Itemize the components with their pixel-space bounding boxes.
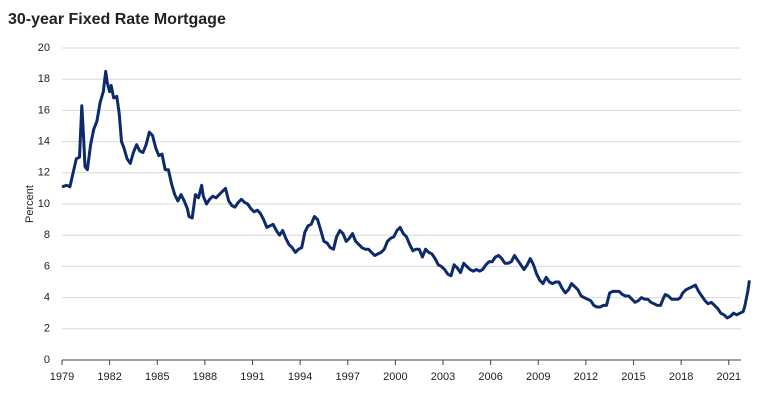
y-tick-label: 6 — [44, 260, 50, 272]
x-tick-label: 1997 — [336, 371, 360, 383]
x-tick-label: 2015 — [621, 371, 645, 383]
x-tick-label: 2018 — [669, 371, 693, 383]
y-tick-label: 18 — [38, 73, 50, 85]
y-tick-label: 14 — [38, 136, 50, 148]
x-tick-label: 1988 — [193, 371, 217, 383]
x-tick-label: 2000 — [383, 371, 407, 383]
x-tick-label: 2009 — [526, 371, 550, 383]
x-tick-label: 1979 — [50, 371, 74, 383]
y-tick-label: 20 — [38, 42, 50, 54]
x-tick-label: 2003 — [431, 371, 455, 383]
y-tick-label: 10 — [38, 198, 50, 210]
y-tick-label: 8 — [44, 229, 50, 241]
y-tick-label: 12 — [38, 167, 50, 179]
y-axis-label: Percent — [24, 185, 36, 223]
y-tick-label: 4 — [44, 292, 50, 304]
x-tick-label: 1982 — [97, 371, 121, 383]
x-tick-label: 1991 — [240, 371, 264, 383]
data-line — [61, 69, 751, 320]
x-tick-label: 1994 — [288, 371, 312, 383]
y-tick-label: 2 — [44, 323, 50, 335]
y-tick-label: 0 — [44, 354, 50, 366]
chart-title: 30-year Fixed Rate Mortgage — [8, 11, 226, 28]
x-tick-label: 1985 — [145, 371, 169, 383]
x-tick-label: 2021 — [717, 371, 741, 383]
x-tick-label: 2006 — [478, 371, 502, 383]
y-tick-label: 16 — [38, 104, 50, 116]
x-tick-label: 2012 — [574, 371, 598, 383]
